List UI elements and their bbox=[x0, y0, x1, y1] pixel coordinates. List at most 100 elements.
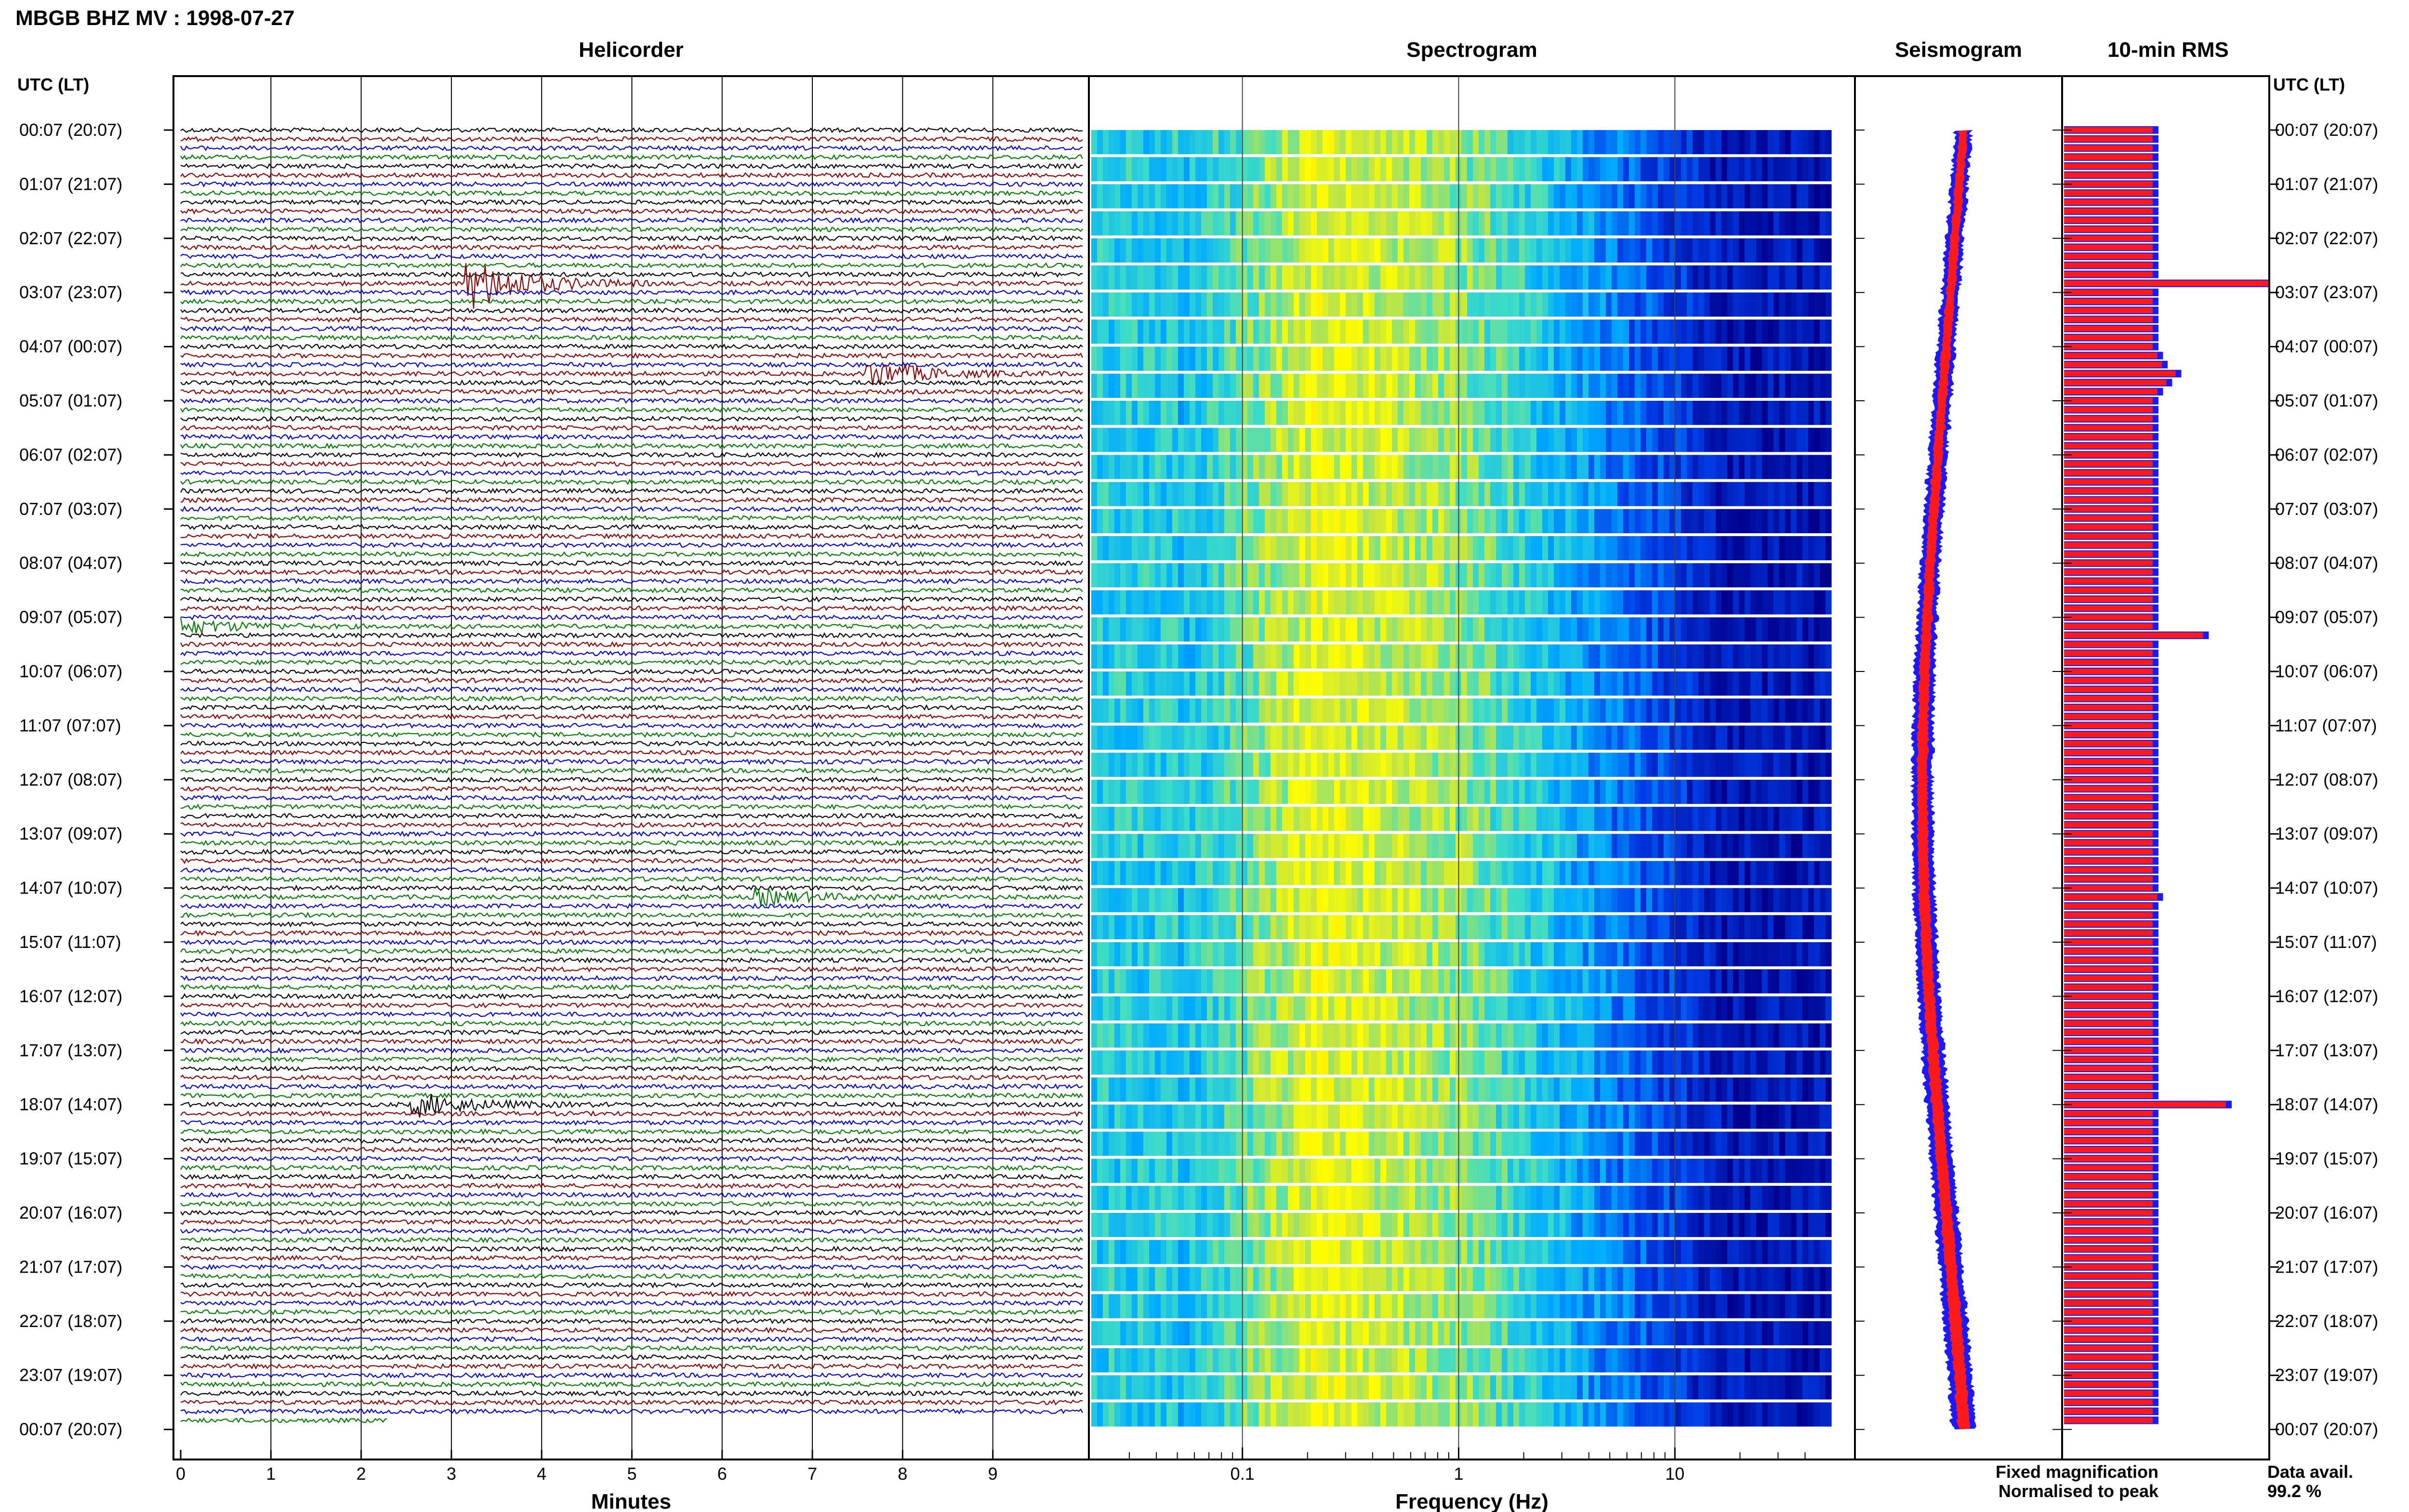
rms-bar-normalised bbox=[2064, 677, 2153, 684]
rms-bar-normalised bbox=[2064, 452, 2153, 458]
left-time-tick: 06:07 (02:07) bbox=[19, 445, 122, 464]
rms-bar-normalised bbox=[2064, 786, 2153, 792]
helicorder-trace bbox=[180, 813, 1083, 819]
rms-bar-normalised bbox=[2064, 867, 2153, 873]
helicorder-trace bbox=[180, 298, 1083, 305]
rms-bar-normalised bbox=[2064, 389, 2158, 394]
left-time-tick: 22:07 (18:07) bbox=[19, 1311, 122, 1331]
left-time-tick: 12:07 (08:07) bbox=[19, 770, 122, 789]
rms-bar-normalised bbox=[2064, 1129, 2153, 1135]
rms-bar-normalised bbox=[2064, 190, 2153, 196]
rms-bar-normalised bbox=[2064, 894, 2158, 900]
helicorder-trace bbox=[180, 785, 1083, 792]
minutes-tick-label: 6 bbox=[717, 1464, 727, 1484]
helicorder-trace bbox=[180, 1065, 1083, 1072]
helicorder-trace bbox=[180, 1363, 1083, 1370]
helicorder-trace bbox=[180, 379, 1083, 386]
helicorder-trace bbox=[180, 263, 1083, 309]
helicorder-trace bbox=[180, 469, 1083, 476]
helicorder-trace bbox=[180, 1074, 1083, 1081]
rms-bar-normalised bbox=[2064, 795, 2153, 801]
right-time-tick: 22:07 (18:07) bbox=[2275, 1311, 2378, 1331]
rms-bar-normalised bbox=[2064, 398, 2153, 404]
helicorder-trace bbox=[180, 1255, 1083, 1262]
right-time-tick: 05:07 (01:07) bbox=[2275, 391, 2378, 410]
rms-bar-normalised bbox=[2064, 1246, 2153, 1252]
rms-bar-normalised bbox=[2064, 939, 2153, 945]
helicorder-trace bbox=[180, 605, 1083, 612]
minutes-tick-label: 1 bbox=[266, 1464, 276, 1484]
helicorder-trace bbox=[180, 650, 1083, 657]
rms-bar-normalised bbox=[2064, 199, 2153, 205]
right-time-tick: 11:07 (07:07) bbox=[2275, 715, 2377, 735]
rms-bar-normalised bbox=[2064, 343, 2153, 350]
rms-bar-normalised bbox=[2064, 569, 2153, 575]
rms-bar-normalised bbox=[2064, 1002, 2153, 1008]
right-time-tick: 13:07 (09:07) bbox=[2275, 824, 2378, 843]
rms-bar-normalised bbox=[2064, 1029, 2153, 1036]
rms-bar-normalised bbox=[2064, 1065, 2153, 1071]
helicorder-trace bbox=[180, 135, 1083, 143]
rms-bar-normalised bbox=[2064, 813, 2153, 819]
legend-fixed-magnification: Fixed magnification bbox=[1996, 1462, 2158, 1482]
rms-bar-normalised bbox=[2064, 334, 2153, 341]
helicorder-trace bbox=[180, 731, 1083, 738]
rms-bar-normalised bbox=[2064, 1336, 2153, 1342]
right-time-axis: 00:07 (20:07) 01:07 (21:07) 02:07 (22:07) 0… bbox=[1855, 120, 2378, 1439]
rms-bar-normalised bbox=[2064, 434, 2153, 440]
helicorder-trace bbox=[180, 1011, 1083, 1018]
rms-bar-normalised bbox=[2064, 1165, 2153, 1171]
right-time-tick: 16:07 (12:07) bbox=[2275, 986, 2378, 1006]
helicorder-trace bbox=[180, 1354, 1083, 1361]
minutes-tick-label: 2 bbox=[357, 1464, 366, 1484]
left-time-tick: 04:07 (00:07) bbox=[19, 337, 122, 356]
rms-bar-normalised bbox=[2064, 1237, 2153, 1243]
helicorder-trace bbox=[180, 975, 1083, 982]
rms-bar-normalised bbox=[2064, 1300, 2153, 1306]
rms-bar-normalised bbox=[2064, 506, 2153, 512]
rms-title: 10-min RMS bbox=[2107, 38, 2229, 62]
rms-bar-normalised bbox=[2064, 858, 2153, 864]
helicorder-trace bbox=[180, 668, 1083, 675]
rms-bar-normalised bbox=[2064, 650, 2153, 657]
helicorder-trace bbox=[180, 722, 1083, 729]
rms-bar-normalised bbox=[2064, 1183, 2153, 1189]
helicorder-trace bbox=[180, 217, 1083, 224]
helicorder-trace bbox=[180, 1381, 1083, 1388]
right-time-tick: 09:07 (05:07) bbox=[2275, 607, 2378, 627]
rms-bar-normalised bbox=[2064, 1083, 2153, 1090]
rms-bar-normalised bbox=[2064, 461, 2153, 467]
helicorder-trace bbox=[180, 1345, 1083, 1352]
minutes-tick-label: 0 bbox=[176, 1464, 185, 1484]
rms-bar-normalised bbox=[2064, 533, 2153, 539]
rms-bar-normalised bbox=[2064, 1273, 2153, 1279]
rms-bar-normalised bbox=[2064, 263, 2153, 268]
helicorder-trace bbox=[180, 1210, 1083, 1216]
helicorder-trace bbox=[180, 776, 1083, 783]
data-availability-label: Data avail. bbox=[2267, 1462, 2353, 1482]
rms-bar-normalised bbox=[2064, 1192, 2153, 1198]
helicorder-trace bbox=[180, 849, 1083, 855]
helicorder-trace bbox=[180, 911, 1083, 919]
rms-bar-normalised bbox=[2064, 127, 2153, 133]
left-time-tick: 18:07 (14:07) bbox=[19, 1094, 122, 1114]
rms-bar-normalised bbox=[2064, 686, 2153, 693]
rms-bar-normalised bbox=[2064, 1092, 2153, 1099]
helicorder-trace bbox=[180, 451, 1083, 459]
helicorder-trace bbox=[180, 948, 1083, 955]
helicorder-trace bbox=[180, 1308, 1083, 1315]
helicorder-trace bbox=[181, 388, 1083, 395]
left-time-tick: 11:07 (07:07) bbox=[19, 715, 121, 735]
rms-bar-normalised bbox=[2064, 1011, 2153, 1017]
helicorder-trace bbox=[180, 803, 1083, 810]
rms-bar-normalised bbox=[2064, 1381, 2153, 1387]
rms-bar-normalised bbox=[2064, 831, 2153, 837]
data-availability-value: 99.2 % bbox=[2267, 1481, 2321, 1501]
left-time-tick: 14:07 (10:07) bbox=[19, 878, 122, 898]
rms-bar-normalised bbox=[2064, 759, 2153, 765]
minutes-tick-label: 9 bbox=[988, 1464, 998, 1484]
rms-bar-normalised bbox=[2064, 903, 2153, 909]
rms-bar-normalised bbox=[2064, 957, 2153, 963]
helicorder-trace bbox=[180, 884, 1083, 892]
helicorder-trace bbox=[180, 524, 1083, 531]
